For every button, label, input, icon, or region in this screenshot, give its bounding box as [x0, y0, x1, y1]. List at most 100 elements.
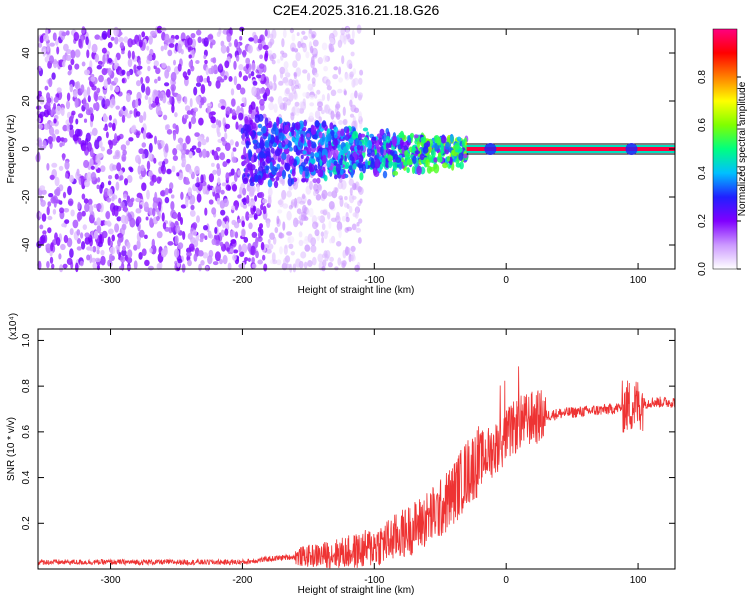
heatmap-cell: [209, 42, 213, 49]
heatmap-cell: [219, 78, 225, 83]
heatmap-cell: [53, 96, 59, 103]
heatmap-cell: [337, 39, 343, 48]
heatmap-cell: [302, 92, 307, 97]
heatmap-cell: [205, 190, 210, 195]
heatmap-cell: [346, 128, 350, 137]
heatmap-cell: [321, 236, 325, 244]
heatmap-cell: [190, 33, 196, 39]
heatmap-cell: [188, 243, 195, 252]
heatmap-cell: [138, 252, 143, 260]
heatmap-cell: [392, 170, 399, 176]
heatmap-cell: [195, 147, 202, 153]
heatmap-cell: [49, 256, 54, 264]
heatmap-cell: [276, 215, 280, 225]
heatmap-cell: [81, 241, 86, 250]
heatmap-cell: [144, 234, 148, 239]
heatmap-cell: [153, 60, 159, 67]
heatmap-cell: [127, 50, 132, 59]
heatmap-cell: [196, 75, 202, 84]
heatmap-cell: [245, 140, 250, 149]
heatmap-cell: [156, 231, 163, 239]
heatmap-cell: [94, 139, 100, 150]
heatmap-cell: [250, 71, 255, 77]
heatmap-cell: [207, 230, 212, 239]
heatmap-cell: [184, 114, 189, 120]
heatmap-cell: [164, 69, 170, 79]
heatmap-cell: [157, 110, 163, 115]
snr-background: [38, 329, 675, 569]
heatmap-cell: [352, 130, 359, 140]
heatmap-cell: [366, 147, 372, 155]
heatmap-cell: [359, 121, 363, 129]
heatmap-cell: [75, 118, 79, 125]
heatmap-cell: [113, 208, 119, 217]
heatmap-cell: [298, 209, 302, 215]
heatmap-cell: [172, 131, 177, 141]
heatmap-cell: [370, 157, 375, 165]
heatmap-cell: [380, 145, 384, 156]
heatmap-cell: [339, 169, 344, 176]
heatmap-cell: [129, 167, 134, 173]
heatmap-cell: [355, 206, 360, 212]
heatmap-cell: [171, 86, 175, 96]
heatmap-cell: [198, 117, 204, 126]
heatmap-cell: [294, 79, 299, 87]
heatmap-cell: [118, 197, 122, 204]
heatmap-cell: [250, 168, 254, 178]
heatmap-cell: [255, 148, 261, 154]
heatmap-cell: [269, 232, 275, 240]
heatmap-cell: [273, 180, 279, 189]
heatmap-cell: [387, 154, 393, 162]
heatmap-cell: [80, 175, 84, 186]
heatmap-cell: [273, 103, 278, 113]
heatmap-cell: [234, 204, 239, 211]
heatmap-cell: [116, 135, 121, 141]
heatmap-cell: [314, 110, 321, 119]
heatmap-cell: [335, 163, 341, 174]
heatmap-cell: [269, 161, 273, 171]
heatmap-cell: [336, 211, 340, 221]
heatmap-cell: [203, 54, 207, 60]
heatmap-cell: [354, 137, 360, 147]
heatmap-cell: [126, 256, 133, 264]
heatmap-cell: [338, 177, 343, 183]
heatmap-cell: [52, 195, 58, 204]
heatmap-cell: [108, 253, 113, 263]
heatmap-cell: [81, 210, 86, 217]
heatmap-cell: [300, 154, 304, 159]
heatmap-cell: [135, 131, 140, 139]
heatmap-cell: [188, 54, 192, 59]
heatmap-cell: [230, 230, 236, 238]
heatmap-cell: [106, 148, 113, 155]
heatmap-cell: [336, 101, 340, 111]
heatmap-cell: [226, 158, 231, 164]
heatmap-cell: [323, 65, 328, 72]
y-tick-label: 0: [21, 146, 32, 152]
heatmap-cell: [228, 76, 233, 82]
heatmap-cell: [253, 154, 257, 162]
heatmap-cell: [118, 169, 124, 176]
heatmap-cell: [228, 42, 232, 47]
heatmap-cell: [284, 124, 290, 133]
heatmap-cell: [268, 102, 274, 111]
heatmap-cell: [203, 225, 208, 231]
heatmap-cell: [223, 75, 228, 81]
heatmap-cell: [211, 123, 217, 129]
heatmap-cell: [39, 224, 44, 230]
heatmap-cell: [115, 105, 120, 110]
heatmap-cell: [253, 34, 259, 44]
heatmap-cell: [265, 147, 271, 157]
heatmap-cell: [47, 201, 52, 207]
heatmap-cell: [153, 157, 157, 164]
heatmap-cell: [416, 165, 422, 176]
heatmap-cell: [259, 223, 263, 229]
heatmap-cell: [219, 99, 226, 104]
heatmap-cell: [135, 197, 141, 203]
heatmap-cell: [241, 133, 246, 141]
heatmap-cell: [197, 36, 202, 44]
heatmap-cell: [242, 178, 249, 185]
heatmap-cell: [259, 151, 266, 159]
heatmap-cell: [316, 177, 321, 184]
heatmap-cell: [268, 139, 273, 149]
heatmap-cell: [354, 90, 358, 99]
